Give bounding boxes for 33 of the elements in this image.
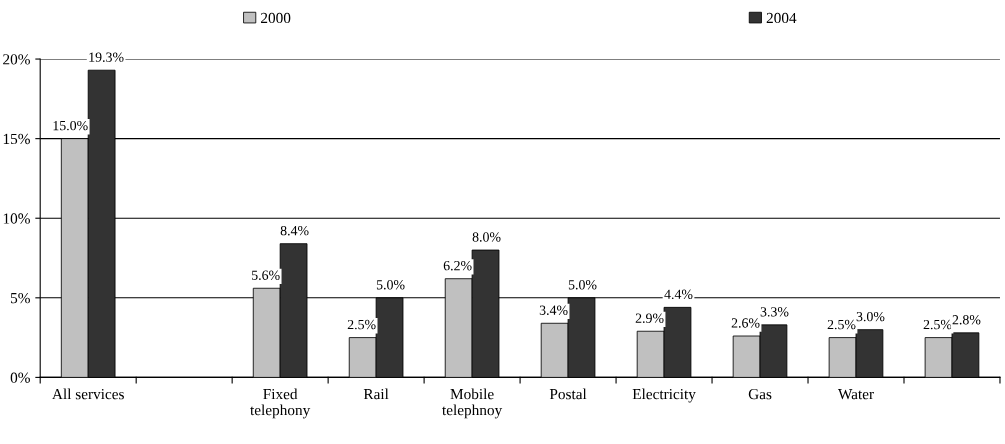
- x-tick-label: Postal: [549, 388, 587, 400]
- data-label: 3.3%: [760, 307, 789, 317]
- legend-label: 2004: [766, 12, 797, 24]
- y-tick-label: 15%: [3, 133, 30, 145]
- data-label: 4.4%: [664, 289, 693, 300]
- data-label: 2.9%: [635, 313, 664, 323]
- x-tick-label: Gas: [748, 389, 772, 400]
- data-label: 3.0%: [856, 311, 885, 322]
- y-tick-label: 20%: [3, 54, 30, 65]
- x-tick-label: Rail: [363, 388, 389, 400]
- data-label: 2.6%: [731, 318, 760, 328]
- y-tick-label: 5%: [11, 292, 30, 304]
- data-label: 2.8%: [952, 315, 981, 325]
- data-label: 2.5%: [347, 319, 376, 330]
- data-label: 3.4%: [539, 305, 568, 315]
- data-label: 5.6%: [252, 270, 280, 280]
- x-tick-label: Mobile telephnoy: [442, 388, 503, 419]
- data-label: 2.5%: [827, 319, 856, 330]
- x-tick-label: Electricity: [632, 388, 696, 403]
- data-label: 5.0%: [568, 280, 597, 290]
- y-tick-label: 0%: [10, 372, 30, 383]
- x-tick-label: Fixed telephony: [250, 388, 311, 419]
- legend-label: 2000: [261, 12, 291, 24]
- data-label: 19.3%: [89, 52, 124, 62]
- y-tick-label: 10%: [3, 213, 30, 224]
- data-label: 6.2%: [443, 260, 472, 271]
- data-label: 15.0%: [53, 120, 88, 131]
- data-label: 8.4%: [280, 225, 309, 236]
- data-label: 5.0%: [376, 280, 405, 290]
- x-tick-label: Water: [837, 389, 874, 400]
- x-tick-label: All services: [52, 388, 124, 400]
- data-label: 2.5%: [923, 319, 952, 330]
- data-label: 8.0%: [472, 232, 501, 242]
